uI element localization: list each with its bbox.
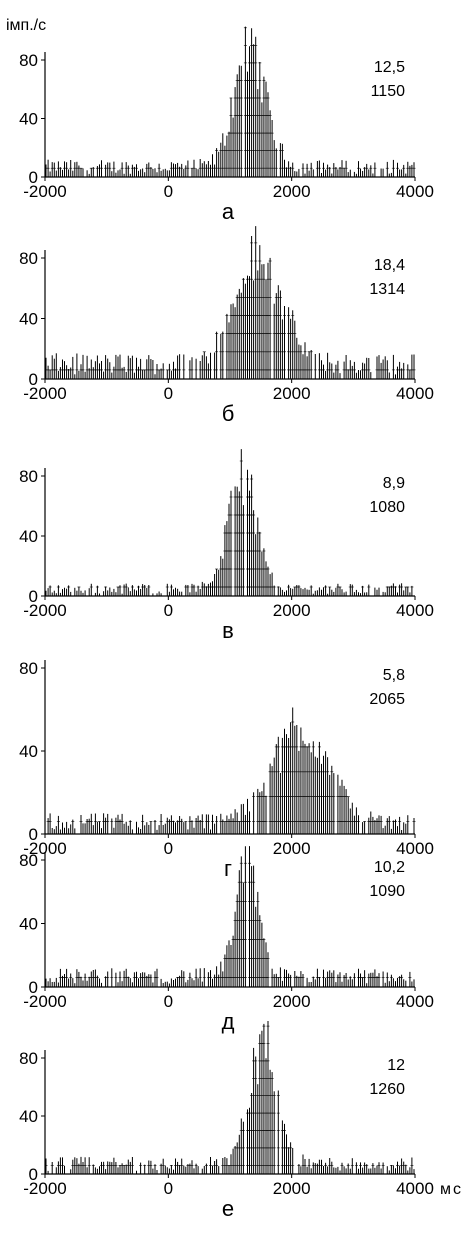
y-tick-label: 0 (29, 978, 38, 997)
panel-label: а (222, 199, 235, 224)
histogram-panel (41, 660, 416, 838)
y-tick-label: 80 (19, 659, 38, 678)
x-tick-label: -2000 (23, 601, 66, 620)
y-tick-label: 80 (19, 851, 38, 870)
panel-label: д (222, 1009, 235, 1034)
x-tick-label: 2000 (273, 182, 311, 201)
stat-value-1: 8,9 (383, 475, 405, 492)
x-tick-label: 0 (164, 182, 173, 201)
stat-value-2: 1260 (369, 1081, 405, 1098)
y-tick-label: 80 (19, 249, 38, 268)
x-tick-label: 4000 (396, 182, 434, 201)
y-tick-label: 80 (19, 51, 38, 70)
x-tick-label: 2000 (273, 601, 311, 620)
y-tick-label: 40 (19, 110, 38, 129)
histogram-panel (41, 226, 416, 383)
panel-label: е (222, 1196, 234, 1221)
x-tick-label: 0 (164, 1179, 173, 1198)
y-tick-label: 40 (19, 915, 38, 934)
x-tick-label: 2000 (273, 384, 311, 403)
x-tick-label: 4000 (396, 384, 434, 403)
histogram-panel (41, 846, 416, 991)
x-tick-label: -2000 (23, 839, 66, 858)
stat-value-2: 1150 (371, 83, 406, 100)
y-tick-label: 80 (19, 467, 38, 486)
stat-value-2: 2065 (369, 691, 405, 708)
y-tick-label: 40 (19, 1107, 38, 1126)
y-tick-label: 0 (29, 825, 38, 844)
y-tick-label: 0 (29, 1165, 38, 1184)
stat-value-2: 1080 (369, 499, 405, 516)
x-tick-label: 0 (164, 992, 173, 1011)
panel-label: г (224, 856, 232, 881)
x-axis-unit-label: мс (440, 1181, 463, 1198)
panel-label: б (222, 401, 235, 426)
x-tick-label: -2000 (23, 384, 66, 403)
stat-value-2: 1090 (369, 883, 405, 900)
stat-value-1: 10,2 (374, 859, 405, 876)
y-tick-label: 40 (19, 310, 38, 329)
panel-label: в (222, 618, 234, 643)
x-tick-label: -2000 (23, 182, 66, 201)
y-axis-unit-label: імп./с (6, 17, 46, 34)
y-tick-label: 0 (29, 587, 38, 606)
histogram-panel (41, 449, 416, 600)
histogram-panel (41, 1021, 416, 1178)
stat-value-1: 18,4 (374, 257, 405, 274)
stat-value-1: 12,5 (374, 59, 405, 76)
x-tick-label: 4000 (396, 1179, 434, 1198)
x-tick-label: 4000 (396, 839, 434, 858)
x-tick-label: 0 (164, 601, 173, 620)
x-tick-label: 2000 (273, 839, 311, 858)
histogram-panel (41, 26, 416, 181)
x-tick-label: 0 (164, 384, 173, 403)
x-tick-label: 2000 (273, 1179, 311, 1198)
stat-value-1: 5,8 (383, 667, 405, 684)
y-tick-label: 80 (19, 1049, 38, 1068)
y-tick-label: 0 (29, 168, 38, 187)
stat-value-1: 12 (387, 1057, 405, 1074)
x-tick-label: -2000 (23, 992, 66, 1011)
x-tick-label: 4000 (396, 992, 434, 1011)
y-tick-label: 0 (29, 370, 38, 389)
x-tick-label: 2000 (273, 992, 311, 1011)
y-tick-label: 40 (19, 742, 38, 761)
y-tick-label: 40 (19, 527, 38, 546)
x-tick-label: 0 (164, 839, 173, 858)
x-tick-label: 4000 (396, 601, 434, 620)
x-tick-label: -2000 (23, 1179, 66, 1198)
stat-value-2: 1314 (369, 281, 405, 298)
